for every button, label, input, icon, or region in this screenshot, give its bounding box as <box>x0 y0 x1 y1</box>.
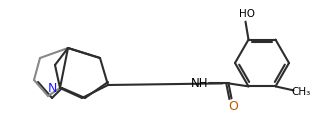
Text: HO: HO <box>239 9 255 19</box>
Text: O: O <box>229 100 239 113</box>
Text: N: N <box>47 82 57 95</box>
Text: NH: NH <box>191 77 208 90</box>
Text: CH₃: CH₃ <box>292 87 311 97</box>
